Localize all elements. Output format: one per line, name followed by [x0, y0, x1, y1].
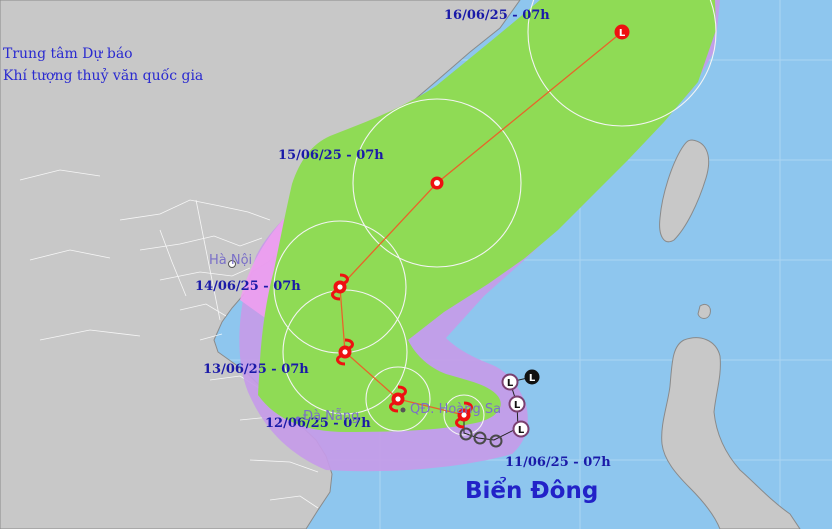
hoang-sa-label: QĐ. Hoàng Sa	[410, 402, 502, 417]
strong-wind-zone	[258, 0, 716, 432]
hoang-sa-marker	[400, 407, 406, 413]
luzon-island	[661, 337, 801, 529]
forecast-low-symbol: L	[614, 24, 630, 40]
agency-name-line2: Khí tượng thuỷ văn quốc gia	[3, 68, 204, 84]
date-label-15: 15/06/25 - 07h	[278, 148, 384, 163]
hanoi-label: Hà Nội	[209, 253, 253, 268]
date-label-12: 12/06/25 - 07h	[265, 416, 371, 431]
past-low-label-3: L	[514, 400, 521, 411]
past-low-label-4: L	[518, 425, 525, 436]
past-positions	[459, 427, 503, 448]
storm-icon-12	[389, 385, 407, 413]
taiwan-island	[659, 139, 710, 243]
low-pressure-icon	[430, 176, 444, 190]
date-label-11: 11/06/25 - 07h	[505, 455, 611, 470]
date-label-14: 14/06/25 - 07h	[195, 279, 301, 294]
danang-marker	[295, 416, 301, 422]
storm-icon-14	[331, 273, 349, 301]
sea-name: Biển Đông	[465, 478, 599, 504]
past-low-symbols: L L L L	[501, 369, 540, 438]
past-low-label-2: L	[507, 378, 514, 389]
date-label-13: 13/06/25 - 07h	[203, 362, 309, 377]
forecast-track-line	[339, 31, 623, 416]
forecast-low-label: L	[619, 28, 626, 39]
hanoi-marker	[228, 260, 236, 268]
past-low-label-1: L	[529, 373, 536, 384]
danang-label: Đà Nẵng	[303, 409, 360, 424]
radius-circles	[273, 0, 717, 436]
agency-name-line1: Trung tâm Dự báo	[3, 46, 133, 62]
date-label-16: 16/06/25 - 07h	[444, 8, 550, 23]
storm-icon-11	[455, 401, 473, 429]
small-island	[697, 303, 711, 319]
province-borders	[19, 169, 319, 509]
storm-icon-13	[336, 338, 354, 366]
